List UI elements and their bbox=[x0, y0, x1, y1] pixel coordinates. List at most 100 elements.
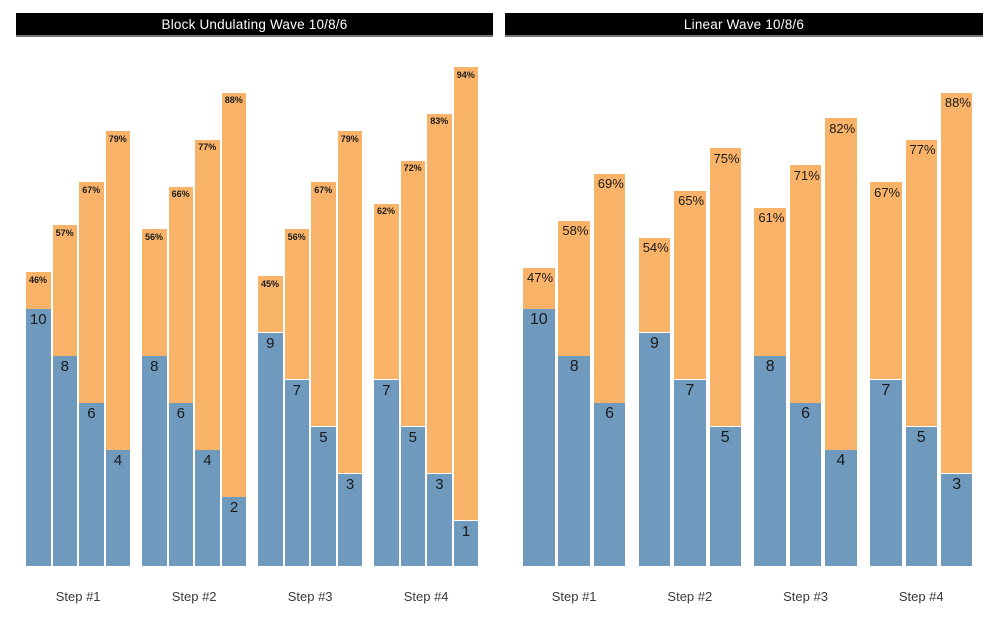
percent-label: 69% bbox=[597, 176, 624, 192]
reps-label: 8 bbox=[60, 358, 70, 375]
reps-label: 1 bbox=[461, 522, 471, 540]
bar-load-segment bbox=[337, 131, 363, 474]
percent-label: 67% bbox=[314, 184, 333, 195]
percent-label: 45% bbox=[261, 278, 280, 289]
bar-load-segment bbox=[105, 131, 131, 450]
bar-load-segment bbox=[709, 148, 741, 427]
reps-label: 5 bbox=[319, 428, 328, 446]
reps-label: 6 bbox=[801, 405, 810, 422]
bar-reps-segment bbox=[523, 309, 555, 566]
percent-label: 46% bbox=[29, 274, 48, 285]
step-label: Step #2 bbox=[667, 589, 713, 604]
bar-reps-segment bbox=[789, 403, 822, 566]
reps-label: 5 bbox=[916, 428, 926, 446]
reps-label: 8 bbox=[765, 358, 775, 375]
percent-label: 94% bbox=[456, 69, 475, 80]
bar-load-segment bbox=[311, 182, 336, 427]
reps-label: 7 bbox=[292, 381, 302, 399]
reps-label: 6 bbox=[605, 405, 614, 422]
reps-label: 9 bbox=[266, 334, 275, 352]
bar-load-segment bbox=[523, 267, 555, 309]
bar-load-segment bbox=[558, 220, 590, 356]
percent-label: 82% bbox=[829, 120, 856, 136]
bar-load-segment bbox=[638, 237, 671, 333]
percent-label: 62% bbox=[377, 206, 396, 217]
reps-label: 3 bbox=[345, 475, 355, 493]
bar-load-segment bbox=[374, 203, 399, 380]
reps-label: 4 bbox=[836, 452, 846, 469]
percent-label: 47% bbox=[527, 270, 554, 286]
percent-label: 88% bbox=[944, 95, 971, 111]
step-label: Step #4 bbox=[403, 589, 449, 604]
bar-reps-segment bbox=[142, 356, 167, 566]
percent-label: 61% bbox=[758, 210, 785, 226]
bar-reps-segment bbox=[337, 473, 363, 566]
bar-reps-segment bbox=[905, 426, 937, 566]
bar-load-segment bbox=[284, 229, 310, 380]
bar-load-segment bbox=[400, 160, 426, 427]
bar-reps-segment bbox=[284, 379, 310, 566]
percent-label: 56% bbox=[287, 231, 306, 242]
reps-label: 5 bbox=[720, 428, 730, 446]
bar-reps-segment bbox=[453, 520, 479, 566]
bar-reps-segment bbox=[168, 403, 194, 566]
percent-label: 75% bbox=[713, 150, 740, 166]
step-label: Step #4 bbox=[898, 589, 944, 604]
step-label: Step #3 bbox=[783, 589, 828, 604]
bar-reps-segment bbox=[674, 379, 706, 566]
step-label: Step #1 bbox=[55, 589, 101, 604]
bar-load-segment bbox=[258, 276, 283, 333]
percent-label: 79% bbox=[108, 133, 127, 144]
percent-label: 65% bbox=[678, 193, 705, 209]
bar-reps-segment bbox=[52, 356, 78, 566]
reps-label: 3 bbox=[435, 475, 444, 493]
percent-label: 88% bbox=[224, 95, 243, 106]
bar-load-segment bbox=[195, 139, 220, 450]
bar-reps-segment bbox=[26, 309, 51, 566]
bar-reps-segment bbox=[940, 473, 973, 566]
reps-label: 8 bbox=[569, 358, 579, 375]
percent-label: 72% bbox=[403, 163, 422, 174]
percent-label: 56% bbox=[145, 231, 164, 242]
bar-reps-segment bbox=[638, 332, 671, 566]
reps-label: 7 bbox=[685, 381, 695, 399]
step-label: Step #2 bbox=[171, 589, 217, 604]
bar-load-segment bbox=[754, 207, 786, 356]
bar-load-segment bbox=[142, 229, 167, 356]
reps-label: 5 bbox=[408, 428, 418, 446]
reps-label: 4 bbox=[203, 452, 212, 469]
percent-label: 83% bbox=[430, 116, 449, 127]
percent-label: 79% bbox=[340, 133, 359, 144]
bar-reps-segment bbox=[427, 473, 452, 566]
bar-reps-segment bbox=[754, 356, 786, 566]
bar-load-segment bbox=[168, 186, 194, 403]
bar-reps-segment bbox=[870, 379, 902, 566]
percent-label: 57% bbox=[55, 227, 74, 238]
reps-label: 10 bbox=[29, 311, 47, 328]
right-chart-title-bar: Linear Wave 10/8/6 bbox=[505, 13, 983, 37]
percent-label: 54% bbox=[642, 240, 669, 256]
step-label: Step #1 bbox=[551, 589, 597, 604]
bar-reps-segment bbox=[400, 426, 426, 566]
bar-load-segment bbox=[905, 139, 937, 427]
bar-load-segment bbox=[79, 182, 104, 403]
percent-label: 67% bbox=[874, 184, 901, 200]
bar-load-segment bbox=[26, 272, 51, 309]
bar-load-segment bbox=[221, 92, 247, 497]
bar-reps-segment bbox=[258, 332, 283, 566]
bar-reps-segment bbox=[825, 450, 857, 566]
bar-load-segment bbox=[593, 173, 626, 403]
reps-label: 7 bbox=[881, 381, 891, 399]
reps-label: 3 bbox=[952, 475, 962, 493]
bar-load-segment bbox=[52, 225, 78, 356]
bar-reps-segment bbox=[79, 403, 104, 566]
bar-reps-segment bbox=[221, 497, 247, 566]
bar-reps-segment bbox=[593, 403, 626, 566]
bar-reps-segment bbox=[311, 426, 336, 566]
bar-reps-segment bbox=[374, 379, 399, 566]
bar-reps-segment bbox=[195, 450, 220, 566]
bar-reps-segment bbox=[558, 356, 590, 566]
bar-load-segment bbox=[870, 182, 902, 380]
